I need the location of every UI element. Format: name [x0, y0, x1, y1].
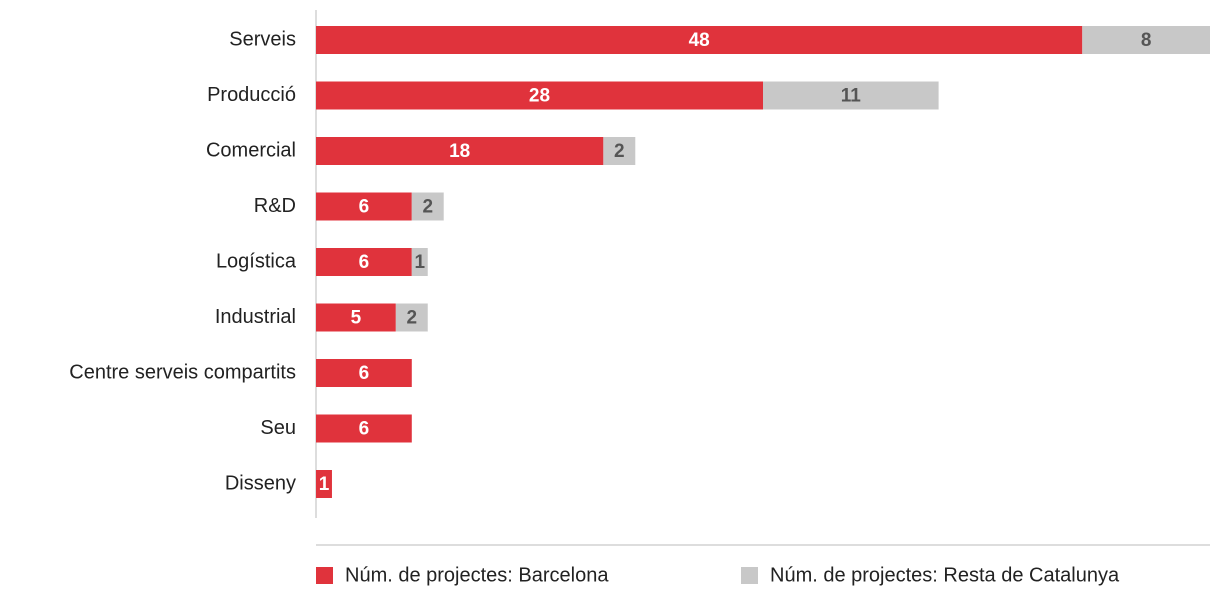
bar-segment — [316, 470, 332, 498]
data-label: 6 — [359, 197, 370, 218]
bar-segment — [316, 414, 412, 443]
data-label: 1 — [319, 474, 330, 495]
bar-segment — [1082, 26, 1210, 54]
data-label: 2 — [406, 308, 417, 329]
bar-segment — [411, 248, 428, 276]
bar-segment — [316, 248, 412, 276]
y-tick-label: R&D — [254, 195, 296, 217]
bar-segment — [316, 26, 1083, 54]
legend-label: Núm. de projectes: Barcelona — [345, 564, 609, 586]
data-label: 6 — [359, 252, 370, 273]
bar-segment — [316, 192, 412, 221]
y-tick-label: Comercial — [206, 139, 296, 161]
data-label: 8 — [1141, 30, 1152, 51]
data-label: 1 — [414, 252, 425, 273]
data-label: 11 — [841, 86, 862, 107]
data-label: 18 — [449, 141, 470, 162]
y-tick-label: Producció — [207, 84, 296, 106]
bar-segment — [763, 81, 939, 110]
bar-segment — [395, 303, 428, 332]
legend-swatch — [316, 567, 333, 584]
y-tick-label: Serveis — [229, 28, 296, 50]
bar-segment — [316, 303, 396, 332]
legend-swatch — [741, 567, 758, 584]
bar-segment — [411, 192, 444, 221]
bar-segment — [603, 137, 636, 165]
data-label: 48 — [689, 30, 710, 51]
data-label: 5 — [351, 308, 362, 329]
y-tick-label: Industrial — [215, 306, 296, 328]
y-tick-label: Seu — [260, 417, 296, 439]
bar-segment — [316, 359, 412, 387]
data-label: 28 — [529, 86, 550, 107]
data-label: 2 — [422, 197, 433, 218]
y-tick-label: Logística — [216, 250, 297, 272]
bar-segment — [316, 81, 763, 110]
legend-label: Núm. de projectes: Resta de Catalunya — [770, 564, 1120, 586]
bar-segment — [316, 137, 604, 165]
data-label: 6 — [359, 363, 370, 384]
y-tick-label: Centre serveis compartits — [69, 361, 296, 383]
data-label: 2 — [614, 141, 625, 162]
data-label: 6 — [359, 419, 370, 440]
y-tick-label: Disseny — [225, 472, 296, 494]
